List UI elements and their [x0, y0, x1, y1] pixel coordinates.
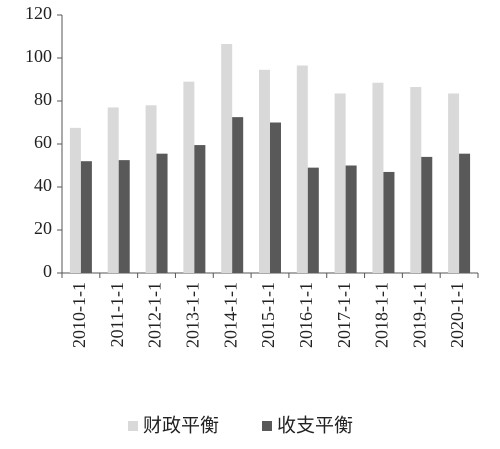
x-tick-label: 2011-1-1 — [107, 282, 127, 347]
legend-swatch — [128, 421, 138, 431]
bar — [296, 65, 308, 274]
bar — [232, 117, 244, 273]
x-tick-label: 2019-1-1 — [409, 282, 429, 348]
y-tick-label: 40 — [34, 175, 52, 195]
x-tick-label: 2016-1-1 — [296, 282, 316, 348]
bar — [107, 107, 119, 273]
bar — [410, 87, 422, 274]
bar — [194, 145, 206, 273]
bar — [259, 69, 270, 273]
x-tick-label: 2018-1-1 — [372, 282, 392, 348]
bar — [421, 156, 433, 273]
y-tick-label: 80 — [34, 89, 52, 109]
bar — [270, 122, 281, 273]
bar — [372, 82, 384, 273]
x-tick-label: 2010-1-1 — [69, 282, 89, 348]
x-tick-label: 2012-1-1 — [145, 282, 165, 348]
bar — [156, 153, 168, 273]
y-tick-label: 0 — [43, 261, 52, 281]
y-tick-label: 120 — [25, 3, 52, 23]
x-tick-label: 2015-1-1 — [258, 282, 278, 348]
x-tick-label: 2020-1-1 — [447, 282, 467, 348]
bar — [183, 81, 195, 274]
y-tick-label: 100 — [25, 46, 52, 66]
bar — [221, 44, 233, 274]
bar — [334, 93, 346, 273]
bar — [307, 167, 319, 273]
bar — [448, 93, 460, 273]
bar — [118, 160, 130, 273]
bar — [459, 153, 471, 273]
y-tick-label: 20 — [34, 218, 52, 238]
x-tick-label: 2014-1-1 — [220, 282, 240, 348]
bar — [345, 165, 357, 273]
legend-swatch — [262, 421, 272, 431]
bar — [80, 161, 92, 273]
legend-label: 收支平衡 — [277, 414, 353, 436]
x-tick-label: 2017-1-1 — [334, 282, 354, 348]
x-tick-label: 2013-1-1 — [182, 282, 202, 348]
bar — [383, 171, 395, 273]
legend-label: 财政平衡 — [143, 414, 219, 436]
y-tick-label: 60 — [34, 132, 52, 152]
bar — [145, 105, 157, 273]
bar — [69, 127, 81, 273]
